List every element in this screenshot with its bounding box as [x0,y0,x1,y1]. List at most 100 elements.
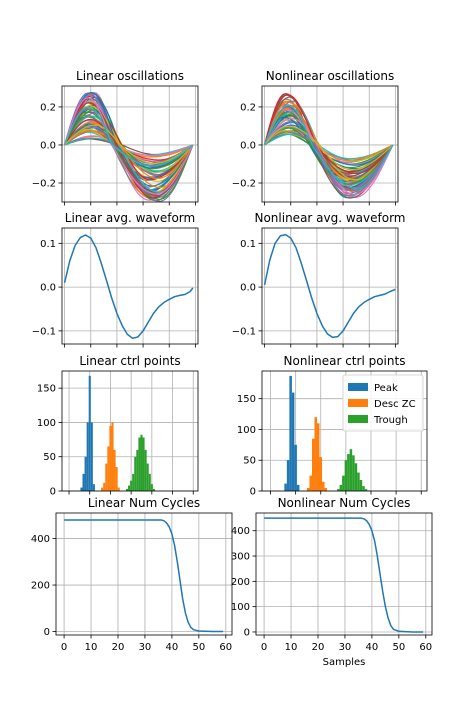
oscillation-trace [64,124,194,164]
histogram-bar-trough [125,488,129,491]
oscillation-trace [64,108,194,170]
histogram-bar-trough [347,454,350,491]
panel-lin_avg: −0.1 0.0 0.1 Linear avg. waveform [32,211,199,348]
histogram-bar-desc-zc [105,463,108,491]
y-tick-label: 0.0 [240,140,256,151]
histogram-bar-peak [291,392,295,491]
plot-area [263,233,396,339]
y-tick-label: 0 [244,627,250,638]
axes-frame [261,370,428,492]
oscillation-trace [64,106,194,167]
axes-frame [61,227,199,345]
histogram-bar-trough [339,484,343,491]
histogram-bar-trough [344,460,348,491]
y-tick-label: 400 [31,534,50,545]
histogram-bar-peak [82,473,85,491]
histogram-bar-peak [296,484,300,491]
histogram-bar-peak [286,460,290,491]
y-tick-label: 100 [231,602,250,613]
y-tick-label: 0.0 [240,283,256,294]
histogram-bar-desc-zc [306,487,310,491]
oscillation-trace [264,104,394,190]
histogram-bar-trough [354,463,358,491]
oscillation-trace [64,108,194,166]
panel-nonlin_osc: −0.2 0.0 0.2 Nonlinear oscillations [232,69,399,206]
histogram-bar-trough [128,485,131,491]
x-tick-label: 40 [166,642,179,653]
x-tick-label: 50 [192,642,205,653]
y-tick-label: 0 [50,487,56,498]
chart-title: Nonlinear avg. waveform [254,211,405,225]
histogram-bar-peak [92,484,95,491]
histogram-bar-desc-zc [309,475,312,491]
histogram-bar-trough [144,449,147,491]
oscillation-trace [264,94,394,177]
histogram-bar-trough [130,480,133,491]
x-tick-label: 20 [112,642,125,653]
axes-frame [61,85,199,203]
y-tick-label: 200 [231,577,250,588]
panel-nonlin_avg: −0.1 0.0 0.1 Nonlinear avg. waveform [232,211,406,348]
histogram-bar-desc-zc [322,481,325,491]
chart-title: Linear avg. waveform [65,211,195,225]
histogram-bar-peak [294,444,297,491]
histogram-bar-trough [152,488,155,491]
axes-frame [55,512,233,636]
histogram-bar-trough [146,463,149,491]
histogram-bar-desc-zc [101,487,104,491]
x-axis-label: Samples [323,657,366,668]
histogram-bar-peak [90,422,93,491]
legend-entry: Peak [374,383,398,394]
oscillation-trace [264,92,394,173]
y-tick-label: 0.0 [40,140,56,151]
legend-swatch [348,399,368,407]
histogram-bar-peak [84,456,87,491]
series-line [263,233,396,339]
histogram-bar-trough [342,475,345,491]
histogram-bar-trough [134,456,137,491]
plot-area [64,519,224,633]
x-tick-label: 40 [366,642,379,653]
y-tick-label: 0.0 [40,283,56,294]
y-tick-label: 150 [37,384,56,395]
oscillation-trace [264,107,394,161]
axes-frame [61,370,199,492]
plot-area [64,91,194,202]
axes-frame [255,512,433,636]
plot-area [80,375,155,491]
histogram-bar-desc-zc [103,482,106,491]
panel-lin_osc: −0.2 0.0 0.2 Linear oscillations [32,69,199,206]
y-tick-label: 100 [37,418,56,429]
histogram-bar-peak [88,375,91,491]
y-tick-label: 50 [43,452,56,463]
histogram-bar-peak [289,375,292,491]
y-tick-label: 0 [44,627,50,638]
histogram-bar-trough [362,486,365,491]
y-tick-label: 100 [237,425,256,436]
chart-title: Nonlinear oscillations [266,69,394,83]
series-line [63,234,194,340]
histogram-bar-trough [364,489,368,491]
histogram-bar-desc-zc [314,417,317,491]
plot-area [264,92,394,199]
plot-area [63,234,194,340]
histogram-bar-desc-zc [117,487,120,491]
axes-frame [261,85,399,203]
oscillation-trace [64,100,194,157]
x-tick-label: 60 [419,642,432,653]
histogram-bar-desc-zc [113,449,116,491]
y-tick-label: 0 [250,487,256,498]
histogram-bar-trough [132,473,135,491]
histogram-bar-trough [138,437,141,491]
histogram-bar-trough [150,484,153,491]
plot-area [264,517,424,633]
y-tick-label: 0.1 [240,239,256,250]
oscillation-trace [64,102,194,197]
y-tick-label: −0.2 [232,178,256,189]
x-tick-label: 20 [312,642,325,653]
histogram-bar-desc-zc [319,457,323,491]
oscillation-trace [264,125,394,171]
histogram-bar-desc-zc [311,438,315,491]
histogram-bar-trough [352,455,355,491]
